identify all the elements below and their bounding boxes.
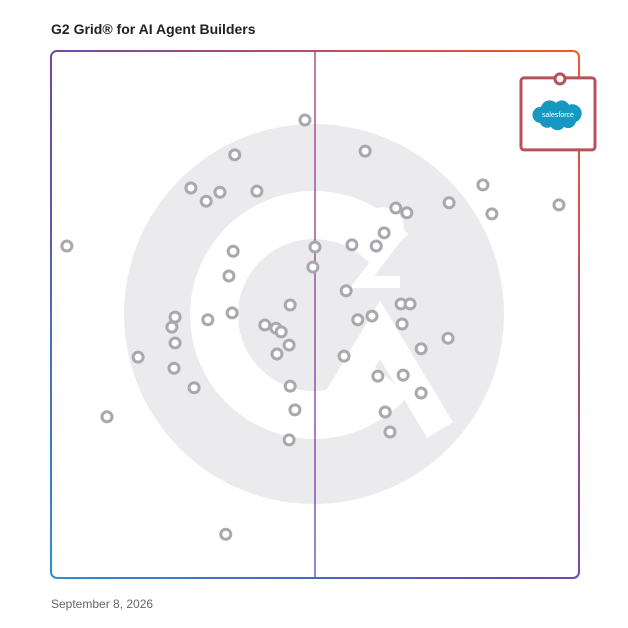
point: [308, 240, 322, 254]
point: [358, 144, 372, 158]
date: September 8, 2026: [51, 597, 153, 611]
point: [377, 226, 391, 240]
point: [258, 318, 272, 332]
point: [282, 338, 296, 352]
point: [167, 361, 181, 375]
logo-cloud: [532, 100, 582, 131]
point: [225, 306, 239, 320]
point: [283, 298, 297, 312]
point: [306, 260, 320, 274]
point: [378, 405, 392, 419]
point: [414, 342, 428, 356]
point: [552, 198, 566, 212]
point: [371, 369, 385, 383]
point: [414, 386, 428, 400]
logo-text: salesforce: [542, 112, 574, 119]
point: [100, 410, 114, 424]
point: [403, 297, 417, 311]
point: [168, 336, 182, 350]
point: [213, 185, 227, 199]
point: [226, 244, 240, 258]
point: [298, 113, 312, 127]
point: [485, 207, 499, 221]
point: [168, 310, 182, 324]
point: [131, 350, 145, 364]
point: [288, 403, 302, 417]
point: [369, 239, 383, 253]
point: [351, 313, 365, 327]
point: [396, 368, 410, 382]
point: [442, 196, 456, 210]
point: [222, 269, 236, 283]
point: [250, 184, 264, 198]
point: [165, 320, 179, 334]
quadrant-line: [314, 51, 316, 578]
point: [282, 433, 296, 447]
highlight-point: [553, 72, 567, 86]
vendor-logo: salesforce: [532, 100, 582, 131]
watermark: [124, 124, 504, 504]
point: [219, 527, 233, 541]
point: [476, 178, 490, 192]
point: [365, 309, 379, 323]
point: [339, 284, 353, 298]
point: [199, 194, 213, 208]
point: [395, 317, 409, 331]
point: [345, 238, 359, 252]
point: [270, 347, 284, 361]
chart-title: G2 Grid® for AI Agent Builders: [51, 21, 256, 37]
point: [201, 313, 215, 327]
point: [228, 148, 242, 162]
point: [187, 381, 201, 395]
point: [184, 181, 198, 195]
point: [337, 349, 351, 363]
point: [389, 201, 403, 215]
point: [400, 206, 414, 220]
point: [274, 325, 288, 339]
point: [283, 379, 297, 393]
point: [60, 239, 74, 253]
point: [441, 331, 455, 345]
point: [383, 425, 397, 439]
